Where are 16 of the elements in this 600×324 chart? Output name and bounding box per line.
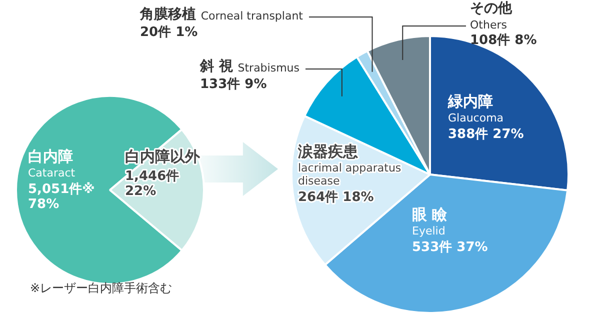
slice-label: 斜 視 Strabismus bbox=[199, 58, 300, 75]
data-label: 533件 37% bbox=[412, 240, 488, 255]
slice-label: 角膜移植 Corneal transplant bbox=[139, 6, 304, 23]
slice-label: その他 Others bbox=[470, 0, 513, 32]
data-label: 264件 18% bbox=[298, 190, 374, 205]
slice-label: 緑内障 Glaucoma bbox=[447, 92, 504, 124]
data-label: 20件 1% bbox=[140, 24, 198, 40]
slice-label: 涙器疾患 lacrimal apparatus disease bbox=[297, 142, 402, 188]
text: ※レーザー白内障手術含む bbox=[30, 280, 172, 297]
data-label: 1,446件 22% bbox=[125, 168, 180, 199]
data-label: 133件 9% bbox=[200, 76, 267, 92]
data-label: 108件 8% bbox=[470, 32, 537, 48]
slice-label: 白内障 Cataract bbox=[28, 147, 76, 180]
slice-label: 眼 瞼 Eyelid bbox=[412, 205, 448, 238]
data-label: 5,051件※ 78% bbox=[28, 182, 95, 212]
data-label: 388件 27% bbox=[448, 126, 524, 142]
